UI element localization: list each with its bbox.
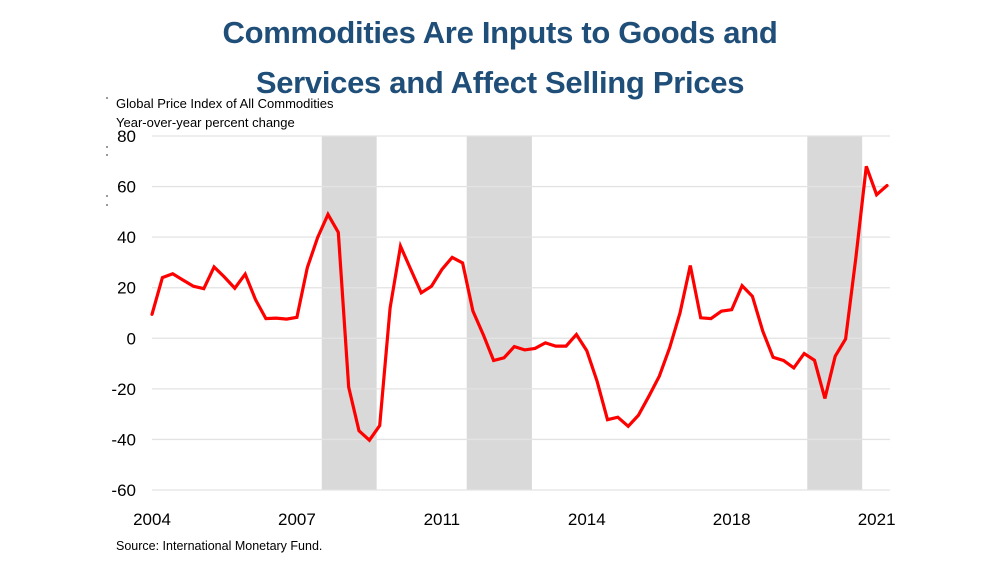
y-axis-tick-labels: 80 60 40 20 0 -20 -40 -60 (111, 127, 136, 500)
commodity-price-series-line (150, 165, 889, 443)
x-tick-label: 2004 (133, 510, 171, 529)
recession-shading-group (321, 136, 863, 490)
x-axis-tick-labels: 2004 2007 2011 2014 2018 2021 (133, 510, 895, 529)
x-tick-label: 2021 (858, 510, 896, 529)
x-tick-label: 2018 (713, 510, 751, 529)
gridlines-group (152, 135, 890, 491)
units-label: Year-over-year percent change (116, 115, 295, 130)
speck-mark (106, 97, 108, 99)
recession-shade (466, 136, 532, 490)
speck-mark (106, 204, 108, 206)
chart-subtitle: Global Price Index of All Commodities Ye… (116, 94, 333, 132)
y-tick-label: 80 (117, 127, 136, 146)
x-tick-label: 2014 (568, 510, 606, 529)
source-note: Source: International Monetary Fund. (116, 539, 323, 553)
y-tick-label: 0 (127, 329, 136, 348)
y-tick-label: -60 (111, 481, 136, 500)
series-name-label: Global Price Index of All Commodities (116, 96, 334, 111)
chart-title-line-2: Services and Affect Selling Prices (255, 65, 745, 100)
speck-mark (106, 195, 108, 197)
series-line-group (150, 165, 889, 443)
chart-title: Commodities Are Inputs to Goods and Serv… (0, 8, 1000, 108)
y-tick-label: -40 (111, 430, 136, 449)
y-tick-label: -20 (111, 380, 136, 399)
y-tick-label: 40 (117, 228, 136, 247)
x-tick-label: 2011 (424, 510, 461, 529)
speck-mark (106, 154, 108, 156)
y-tick-label: 60 (117, 178, 136, 197)
chart-title-line-1: Commodities Are Inputs to Goods and (222, 15, 778, 50)
speck-mark (106, 146, 108, 148)
recession-shade (807, 136, 863, 490)
x-tick-label: 2007 (278, 510, 316, 529)
y-tick-label: 20 (117, 279, 136, 298)
recession-shade (321, 136, 377, 490)
